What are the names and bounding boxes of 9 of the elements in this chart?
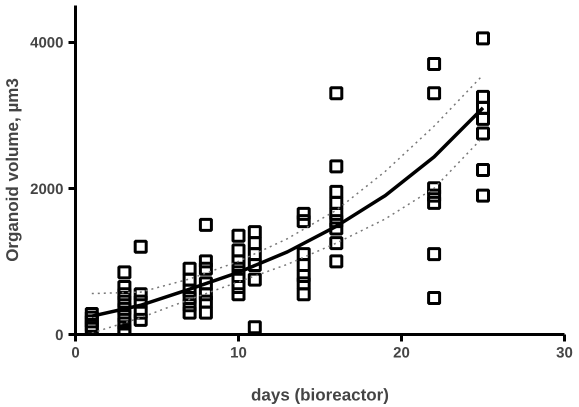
x-tick-label: 0 — [71, 344, 80, 362]
x-tick-label: 30 — [556, 344, 573, 362]
x-tick-label: 20 — [393, 344, 410, 362]
y-tick-label: 2000 — [30, 180, 64, 198]
y-tick-label: 0 — [55, 327, 64, 344]
x-tick-label: 10 — [230, 344, 247, 362]
y-tick-label: 4000 — [30, 34, 64, 52]
y-axis-title: Organoid volume, µm3 — [3, 78, 22, 262]
x-axis-title: days (bioreactor) — [251, 386, 389, 404]
